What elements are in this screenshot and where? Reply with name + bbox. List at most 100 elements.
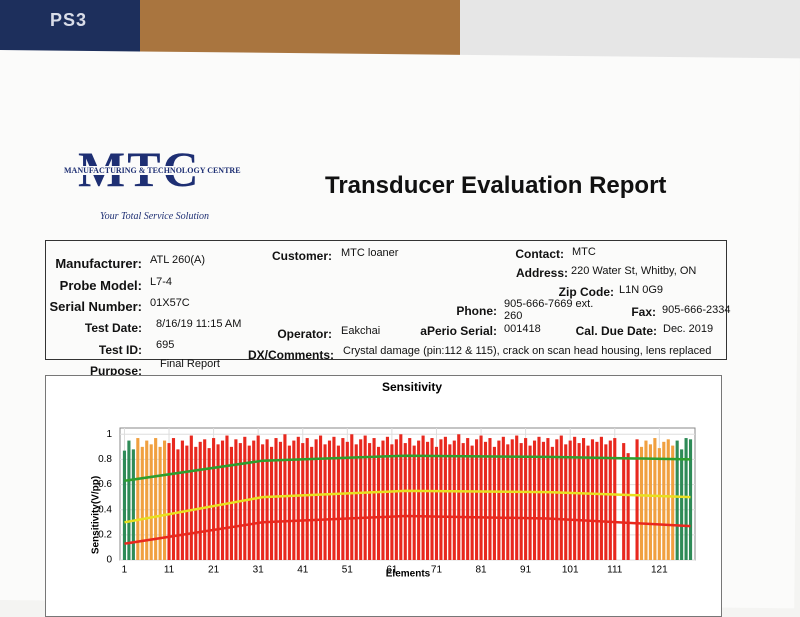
- bar: [323, 444, 327, 560]
- field-value: ATL 260(A): [150, 254, 206, 266]
- bar: [479, 435, 483, 560]
- bar: [341, 438, 345, 560]
- bar: [417, 440, 421, 560]
- field-label: Fax:: [631, 305, 656, 319]
- field-label: Probe Model:: [59, 278, 142, 293]
- x-tick-label: 71: [431, 565, 443, 576]
- field-value: 220 Water St, Whitby, ON: [571, 265, 697, 277]
- bar: [510, 439, 514, 560]
- tagline: Your Total Service Solution: [100, 211, 209, 222]
- field-value: Eakchai: [341, 325, 381, 337]
- bar: [212, 438, 216, 560]
- bar: [154, 438, 158, 560]
- bar: [452, 440, 456, 560]
- chart: Sensitivity Elements Sensitivity(V/pp) 0…: [91, 380, 696, 580]
- bar: [363, 435, 367, 560]
- field-value: 905-666-2334: [662, 304, 731, 316]
- bar: [430, 438, 434, 560]
- bar: [140, 446, 144, 560]
- field-value: L7-4: [150, 276, 173, 288]
- bar: [524, 438, 528, 560]
- bar: [278, 441, 283, 560]
- bar: [350, 434, 354, 560]
- field-value: 8/16/19 11:15 AM: [156, 318, 242, 330]
- bar: [216, 444, 220, 560]
- bar: [359, 439, 363, 560]
- box-text: PS3: [50, 10, 88, 30]
- bar: [559, 435, 563, 560]
- field-value: MTC loaner: [341, 247, 399, 259]
- bar: [532, 440, 537, 560]
- bar: [292, 440, 296, 560]
- field-value: 905-666-7669 ext. 260: [504, 298, 594, 322]
- bar: [127, 440, 131, 560]
- bar: [497, 440, 501, 560]
- bar: [434, 446, 439, 560]
- bar: [163, 440, 167, 560]
- bar: [274, 438, 278, 560]
- field-label: Phone:: [456, 304, 497, 318]
- threshold-line: [124, 454, 691, 483]
- bar: [613, 438, 617, 560]
- x-tick-label: 41: [297, 565, 309, 576]
- field-label: Purpose:: [89, 364, 142, 378]
- bar: [252, 440, 256, 560]
- bar: [310, 446, 314, 560]
- bar: [234, 439, 238, 560]
- bar: [528, 445, 532, 560]
- bar: [564, 444, 568, 560]
- bar: [684, 438, 688, 560]
- bar: [439, 439, 443, 560]
- field-label: aPerio Serial:: [420, 324, 497, 338]
- bar: [537, 436, 541, 560]
- bar: [599, 436, 603, 560]
- bar: [546, 438, 550, 560]
- x-tick-label: 51: [342, 565, 354, 576]
- bar: [261, 444, 265, 560]
- bar: [158, 446, 162, 560]
- x-tick-label: 101: [562, 565, 579, 576]
- bar: [608, 440, 612, 560]
- threshold-line: [124, 489, 691, 524]
- bar: [461, 443, 465, 560]
- bar: [457, 434, 461, 560]
- x-tick-label: 121: [651, 565, 668, 576]
- bar: [488, 438, 492, 560]
- bar: [403, 443, 407, 560]
- bar: [394, 439, 398, 560]
- bar: [639, 446, 644, 560]
- bar: [399, 434, 403, 560]
- bar: [466, 438, 470, 560]
- bar: [412, 445, 416, 560]
- bar: [555, 439, 559, 560]
- bar: [167, 443, 171, 560]
- bar: [470, 445, 474, 560]
- bar: [573, 436, 577, 560]
- bar: [425, 441, 430, 560]
- bar: [666, 439, 670, 560]
- bar: [586, 445, 590, 560]
- bar: [198, 441, 202, 560]
- bar: [305, 438, 309, 560]
- x-tick-label: 61: [386, 565, 398, 576]
- bar: [622, 443, 626, 560]
- bar: [265, 439, 269, 560]
- bar: [568, 440, 572, 560]
- bar: [626, 453, 630, 560]
- bar: [189, 435, 193, 560]
- bar: [336, 445, 340, 560]
- bar: [131, 449, 135, 560]
- bar: [492, 446, 496, 560]
- bar: [301, 443, 305, 560]
- bar: [483, 441, 488, 560]
- bar: [354, 444, 358, 560]
- field-value: Dec. 2019: [663, 323, 714, 335]
- field-label: Serial Number:: [49, 299, 142, 314]
- x-axis-title: Elements: [386, 569, 431, 580]
- bar: [247, 445, 251, 560]
- bar: [680, 449, 684, 560]
- bar: [185, 445, 189, 560]
- bar: [243, 436, 247, 560]
- field-value: 01X57C: [150, 297, 190, 309]
- bar: [577, 443, 581, 560]
